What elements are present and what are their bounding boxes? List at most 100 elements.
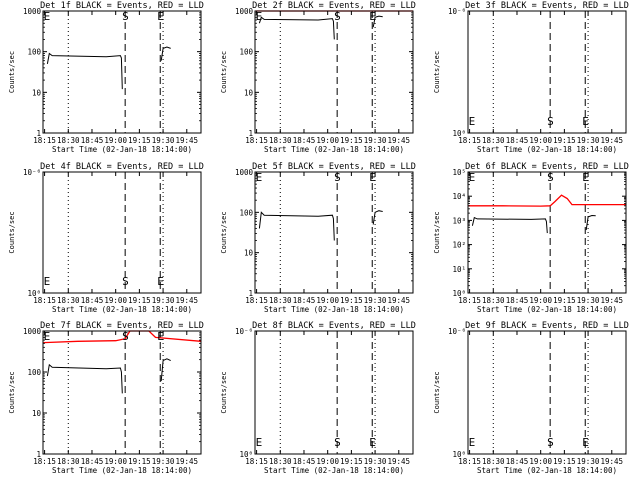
y-tick-label: 10 [32, 88, 42, 97]
interval-marker-e: E [157, 10, 164, 23]
plot-frame [254, 171, 414, 294]
y-tick-label: 10⁻⁶ [448, 7, 466, 16]
interval-marker-e: E [256, 171, 263, 184]
panel-title: Det 8f BLACK = Events, RED = LLD [252, 321, 416, 331]
x-tick-label: 18:45 [81, 136, 104, 145]
interval-marker-s: S [547, 436, 554, 449]
events-series-line [372, 15, 383, 28]
y-tick-label: 10⁰ [452, 289, 466, 298]
x-tick-label: 19:30 [577, 457, 600, 466]
interval-marker-e: E [256, 10, 263, 23]
y-tick-label: 1000 [23, 7, 42, 16]
plot-frame [42, 171, 202, 294]
x-tick-label: 18:45 [293, 457, 316, 466]
x-tick-label: 19:15 [340, 136, 363, 145]
y-tick-label: 10⁻⁶ [23, 168, 41, 177]
x-tick-label: 18:15 [458, 457, 481, 466]
y-tick-label: 1 [248, 289, 253, 298]
y-tick-label: 1000 [235, 7, 254, 16]
x-tick-label: 18:30 [57, 296, 80, 305]
y-tick-label: 10⁻⁶ [235, 327, 253, 336]
x-tick-label: 19:15 [553, 136, 576, 145]
x-tick-label: 18:15 [458, 136, 481, 145]
y-tick-label: 10⁴ [452, 192, 466, 201]
x-axis-label: Start Time (02-Jan-18 18:14:00) [52, 305, 192, 314]
y-tick-label: 10² [452, 241, 466, 250]
interval-marker-e: E [256, 436, 263, 449]
x-tick-label: 19:45 [600, 457, 623, 466]
interval-marker-s: S [122, 10, 129, 23]
y-tick-label: 10⁰ [452, 450, 466, 459]
x-tick-label: 19:45 [387, 457, 410, 466]
x-tick-label: 19:15 [553, 457, 576, 466]
x-tick-label: 19:30 [152, 136, 175, 145]
events-series-line [585, 214, 596, 231]
panel-title: Det 7f BLACK = Events, RED = LLD [40, 321, 204, 331]
y-tick-label: 10¹ [452, 265, 466, 274]
x-tick-label: 18:15 [33, 136, 56, 145]
x-axis-label: Start Time (02-Jan-18 18:14:00) [264, 466, 404, 475]
y-tick-label: 10⁵ [452, 168, 466, 177]
y-tick-label: 10⁻⁶ [448, 327, 466, 336]
x-tick-label: 19:45 [175, 136, 198, 145]
interval-marker-s: S [122, 275, 129, 288]
x-tick-label: 19:45 [600, 136, 623, 145]
panel-det-3: Det 3f BLACK = Events, RED = LLD 10⁰ 10⁻⁶ 1… [433, 1, 629, 154]
plot-frame [254, 10, 414, 134]
interval-marker-s: S [334, 10, 341, 23]
x-tick-label: 18:45 [293, 136, 316, 145]
interval-marker-e: E [44, 10, 51, 23]
x-tick-label: 19:30 [152, 296, 175, 305]
y-tick-label: 100 [239, 48, 253, 57]
y-tick-label: 10⁰ [239, 450, 253, 459]
x-tick-label: 18:30 [57, 457, 80, 466]
panel-det-6: Det 6f BLACK = Events, RED = LLD 10⁰ 10¹ 10… [433, 162, 629, 314]
plot-frame [254, 330, 414, 455]
y-axis-label: Counts/sec [8, 51, 16, 93]
panel-det-9: Det 9f BLACK = Events, RED = LLD 10⁰ 10⁻⁶ 1… [433, 321, 629, 475]
y-tick-label: 100 [27, 48, 41, 57]
x-tick-label: 19:15 [340, 457, 363, 466]
x-tick-label: 19:00 [104, 136, 127, 145]
y-axis-label: Counts/sec [433, 51, 441, 93]
y-axis-label: Counts/sec [220, 211, 228, 253]
x-axis-label: Start Time (02-Jan-18 18:14:00) [477, 466, 617, 475]
x-tick-label: 18:45 [506, 457, 529, 466]
x-tick-label: 19:00 [316, 457, 339, 466]
y-axis-label: Counts/sec [433, 371, 441, 413]
y-tick-label: 1 [36, 129, 41, 138]
x-axis-label: Start Time (02-Jan-18 18:14:00) [477, 305, 617, 314]
panel-title: Det 6f BLACK = Events, RED = LLD [465, 162, 629, 172]
y-tick-label: 1000 [23, 327, 42, 336]
y-axis-label: Counts/sec [8, 211, 16, 253]
x-tick-label: 19:00 [529, 296, 552, 305]
x-tick-label: 18:30 [269, 136, 292, 145]
y-tick-label: 10 [244, 249, 254, 258]
interval-marker-e: E [44, 330, 51, 343]
interval-marker-s: S [122, 330, 129, 343]
x-tick-label: 18:15 [33, 296, 56, 305]
interval-marker-e: E [582, 115, 589, 128]
panel-det-2: Det 2f BLACK = Events, RED = LLD 1 10 100 10… [220, 1, 416, 154]
y-tick-label: 1000 [235, 168, 254, 177]
interval-marker-s: S [334, 171, 341, 184]
y-axis-label: Counts/sec [220, 371, 228, 413]
events-series-line [372, 210, 383, 225]
events-series-line [46, 52, 123, 90]
y-tick-label: 1 [248, 129, 253, 138]
events-series-line [160, 358, 171, 382]
x-tick-label: 19:45 [600, 296, 623, 305]
plot-frame [467, 10, 627, 134]
x-tick-label: 19:30 [364, 136, 387, 145]
x-tick-label: 19:15 [340, 296, 363, 305]
x-tick-label: 18:15 [33, 457, 56, 466]
y-tick-label: 10⁰ [452, 129, 466, 138]
x-axis-label: Start Time (02-Jan-18 18:14:00) [52, 466, 192, 475]
events-series-line [46, 363, 123, 394]
y-tick-label: 10 [32, 409, 42, 418]
y-tick-label: 10⁰ [27, 289, 41, 298]
events-series-line [258, 211, 335, 241]
interval-marker-e: E [582, 171, 589, 184]
x-tick-label: 19:30 [577, 136, 600, 145]
